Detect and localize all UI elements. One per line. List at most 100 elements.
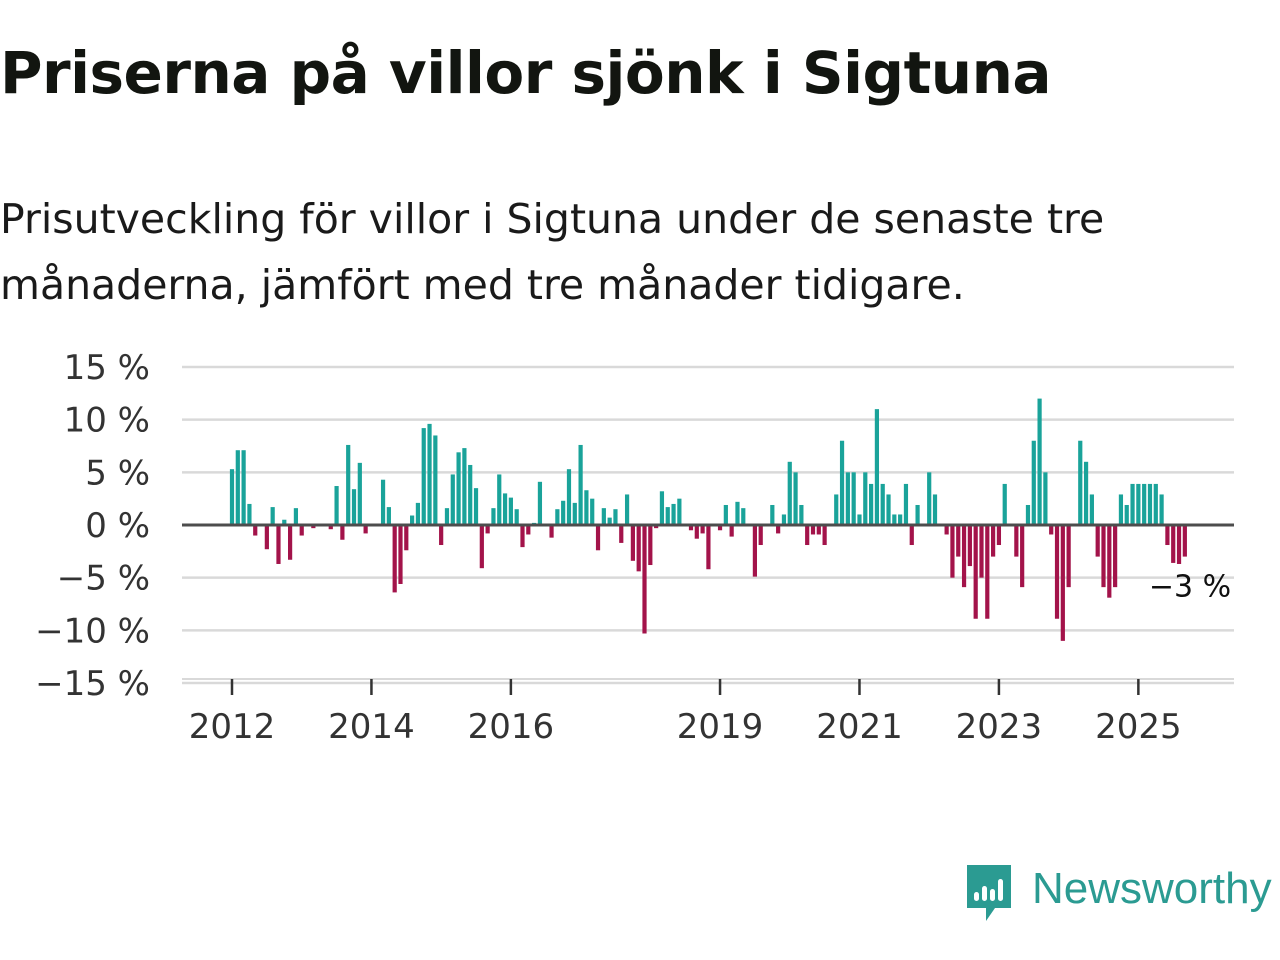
bar bbox=[723, 504, 728, 525]
bar bbox=[642, 525, 647, 634]
bar bbox=[473, 488, 479, 525]
bar bbox=[462, 448, 467, 525]
bar bbox=[857, 514, 862, 525]
bar bbox=[410, 515, 415, 525]
bar bbox=[874, 409, 880, 525]
bar bbox=[433, 435, 438, 525]
bar bbox=[659, 491, 665, 525]
bar bbox=[688, 525, 694, 531]
bar bbox=[869, 483, 874, 525]
bar bbox=[392, 525, 397, 593]
bar bbox=[619, 525, 624, 543]
axes bbox=[182, 523, 1234, 695]
bar bbox=[578, 444, 583, 525]
bar bbox=[229, 469, 235, 525]
bar bbox=[537, 481, 543, 525]
bar bbox=[805, 525, 810, 546]
bar bbox=[613, 509, 618, 525]
bar bbox=[1031, 440, 1036, 525]
bar bbox=[810, 525, 816, 535]
bar bbox=[1136, 483, 1141, 525]
bar bbox=[671, 503, 676, 525]
bar bbox=[1020, 525, 1025, 588]
bar bbox=[357, 462, 362, 525]
bar bbox=[502, 493, 508, 525]
bar bbox=[1182, 525, 1187, 557]
bar bbox=[1089, 494, 1094, 525]
y-tick-label: −15 % bbox=[35, 664, 150, 704]
bar bbox=[1054, 525, 1060, 619]
bar bbox=[363, 525, 368, 534]
bar bbox=[985, 525, 990, 619]
bar bbox=[816, 525, 821, 535]
bar bbox=[624, 494, 630, 525]
bar bbox=[1159, 494, 1164, 525]
bar bbox=[584, 490, 589, 525]
bar bbox=[421, 428, 426, 525]
bar bbox=[497, 474, 502, 525]
bar bbox=[915, 504, 920, 525]
bar bbox=[1060, 525, 1065, 641]
bar bbox=[288, 525, 293, 560]
x-tick-label: 2021 bbox=[816, 707, 903, 747]
bar bbox=[247, 503, 252, 525]
bar bbox=[311, 525, 316, 529]
bar bbox=[851, 472, 856, 525]
bar bbox=[299, 525, 304, 536]
bar bbox=[468, 464, 473, 525]
bar bbox=[293, 508, 299, 525]
bar bbox=[1124, 504, 1129, 525]
bar bbox=[909, 525, 914, 546]
bar bbox=[276, 525, 281, 564]
bar bbox=[398, 525, 403, 584]
chart-title: Priserna på villor sjönk i Sigtuna bbox=[0, 39, 1052, 107]
x-tick-label: 2023 bbox=[956, 707, 1043, 747]
bar bbox=[1118, 494, 1124, 525]
bar bbox=[590, 498, 595, 525]
bar bbox=[1142, 483, 1147, 525]
y-tick-label: 0 % bbox=[85, 506, 150, 546]
bar bbox=[1101, 525, 1106, 588]
bar bbox=[270, 507, 275, 525]
bar bbox=[781, 514, 787, 525]
bar bbox=[1165, 525, 1170, 546]
x-tick-label: 2016 bbox=[468, 707, 555, 747]
bar bbox=[927, 472, 932, 525]
bar bbox=[863, 472, 868, 525]
bar bbox=[1043, 472, 1048, 525]
bar bbox=[793, 472, 798, 525]
tick-labels: 15 % 10 % 5 % 0 % −5 % −10 % −15 % 2012 2014 2016… bbox=[35, 348, 1231, 747]
bar bbox=[1025, 504, 1031, 525]
bar bbox=[601, 508, 606, 525]
bar bbox=[1107, 525, 1112, 598]
bar bbox=[520, 525, 525, 548]
bar bbox=[241, 450, 246, 525]
bar bbox=[404, 525, 409, 551]
bar bbox=[491, 508, 496, 525]
bar bbox=[648, 525, 653, 566]
bar bbox=[1113, 525, 1118, 588]
bar bbox=[595, 525, 601, 551]
y-tick-label: 15 % bbox=[64, 348, 150, 388]
bar bbox=[340, 525, 345, 540]
bar bbox=[776, 525, 781, 534]
y-tick-label: 5 % bbox=[85, 453, 150, 493]
bar bbox=[665, 507, 670, 525]
bar bbox=[1078, 440, 1083, 525]
bar bbox=[770, 504, 775, 525]
bar bbox=[834, 494, 839, 525]
bar bbox=[752, 525, 757, 577]
bar bbox=[264, 525, 269, 550]
bar bbox=[508, 497, 513, 525]
bar bbox=[346, 444, 351, 525]
bar bbox=[1130, 483, 1135, 525]
bar bbox=[386, 507, 391, 525]
bar bbox=[1066, 525, 1071, 588]
brand-name: Newsworthy bbox=[1032, 864, 1272, 913]
bar bbox=[1176, 525, 1182, 564]
bar bbox=[566, 469, 572, 525]
bar bbox=[892, 514, 897, 525]
bar bbox=[456, 452, 461, 525]
bar bbox=[526, 525, 531, 535]
bar bbox=[450, 474, 455, 525]
